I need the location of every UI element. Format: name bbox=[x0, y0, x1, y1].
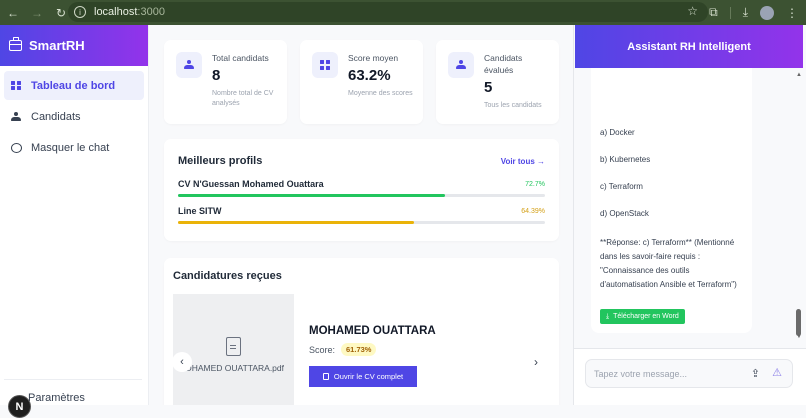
quiz-option: a) Docker bbox=[600, 128, 635, 137]
sidebar-item-candidates[interactable]: Candidats bbox=[4, 102, 144, 131]
cv-preview[interactable]: MOHAMED OUATTARA.pdf bbox=[173, 294, 294, 405]
person-icon bbox=[448, 52, 474, 78]
stat-sub: Tous les candidats bbox=[484, 102, 542, 109]
stat-label: Total candidats bbox=[212, 53, 269, 63]
download-word-button[interactable]: ⤓ Télécharger en Word bbox=[600, 309, 685, 324]
upload-icon[interactable]: ⇪ bbox=[750, 368, 760, 380]
menu-icon[interactable]: ⋮ bbox=[786, 5, 798, 20]
back-icon[interactable]: ← bbox=[7, 5, 19, 20]
open-cv-label: Ouvrir le CV complet bbox=[333, 372, 404, 381]
chat-input-area: Tapez votre message... ⇪ ⚠ bbox=[574, 348, 806, 405]
received-applications-card: Candidatures reçues MOHAMED OUATTARA.pdf… bbox=[164, 258, 559, 405]
document-icon bbox=[226, 337, 241, 356]
url-port: :3000 bbox=[137, 6, 165, 18]
address-bar[interactable]: i localhost:3000 ☆ bbox=[68, 2, 708, 22]
section-title: Candidatures reçues bbox=[173, 270, 282, 282]
profile-score: 64.39% bbox=[521, 207, 545, 215]
download-word-label: Télécharger en Word bbox=[613, 313, 679, 320]
dashboard-icon bbox=[312, 52, 338, 78]
info-icon[interactable]: i bbox=[74, 6, 86, 18]
extensions-icon[interactable]: ⧉ bbox=[709, 5, 718, 19]
warning-icon[interactable]: ⚠ bbox=[772, 367, 782, 379]
sidebar-item-label: Masquer le chat bbox=[31, 141, 110, 154]
reload-icon[interactable]: ↻ bbox=[55, 5, 67, 20]
stat-card-total: Total candidats 8 Nombre total de CV ana… bbox=[164, 40, 287, 124]
carousel-prev-button[interactable]: ‹ bbox=[172, 352, 192, 372]
quiz-option: b) Kubernetes bbox=[600, 155, 651, 164]
stat-label: Score moyen bbox=[348, 53, 399, 63]
browser-toolbar: ← → ↻ i localhost:3000 ☆ ⧉ ⤓ ⋮ bbox=[0, 0, 806, 25]
download-icon: ⤓ bbox=[606, 312, 610, 320]
stat-value: 63.2% bbox=[348, 67, 391, 84]
stat-label: Candidats évalués bbox=[484, 53, 523, 75]
scroll-thumb[interactable] bbox=[796, 309, 801, 336]
sidebar-divider bbox=[4, 379, 142, 380]
sidebar-item-dashboard[interactable]: Tableau de bord bbox=[4, 71, 144, 100]
score-badge: 61.73% bbox=[341, 343, 377, 356]
stat-sub: Nombre total de CV analysés bbox=[212, 90, 274, 107]
quiz-option: c) Terraform bbox=[600, 182, 643, 191]
quiz-option: d) OpenStack bbox=[600, 209, 649, 218]
profile-name: Line SITW bbox=[178, 206, 222, 216]
section-title: Meilleurs profils bbox=[178, 155, 263, 167]
see-all-link[interactable]: Voir tous → bbox=[500, 156, 545, 166]
stat-card-score: Score moyen 63.2% Moyenne des scores bbox=[300, 40, 423, 124]
chat-icon bbox=[10, 142, 22, 154]
chat-message: a) Docker b) Kubernetes c) Terraform d) … bbox=[591, 68, 752, 333]
dev-tools-badge[interactable]: N bbox=[8, 395, 31, 418]
brand-name: SmartRH bbox=[29, 38, 85, 53]
stat-card-evaluated: Candidats évalués 5 Tous les candidats bbox=[436, 40, 559, 124]
brand[interactable]: SmartRH bbox=[0, 25, 148, 66]
sidebar-item-label: Tableau de bord bbox=[31, 79, 116, 92]
sidebar-item-hide-chat[interactable]: Masquer le chat bbox=[4, 133, 144, 162]
stat-sub: Moyenne des scores bbox=[348, 90, 413, 97]
sidebar: SmartRH Tableau de bord Candidats Masque… bbox=[0, 25, 149, 418]
progress-bar bbox=[178, 194, 545, 197]
profile-row[interactable]: Line SITW 64.39% bbox=[178, 206, 545, 224]
profile-row[interactable]: CV N'Guessan Mohamed Ouattara 72.7% bbox=[178, 179, 545, 197]
sidebar-item-label: Candidats bbox=[31, 110, 81, 123]
toolbar-divider bbox=[729, 6, 731, 19]
dashboard-main: Total candidats 8 Nombre total de CV ana… bbox=[150, 25, 573, 405]
person-icon bbox=[176, 52, 202, 78]
settings-label: Paramètres bbox=[28, 392, 85, 404]
candidate-score: Score: 61.73% bbox=[309, 343, 377, 356]
cv-filename: MOHAMED OUATTARA.pdf bbox=[178, 363, 284, 373]
profile-avatar[interactable] bbox=[760, 5, 774, 20]
download-icon[interactable]: ⤓ bbox=[742, 5, 748, 19]
person-icon bbox=[10, 111, 22, 123]
score-label: Score: bbox=[309, 344, 336, 355]
candidate-name: MOHAMED OUATTARA bbox=[309, 325, 436, 337]
briefcase-icon bbox=[9, 37, 22, 51]
stat-value: 5 bbox=[484, 79, 493, 96]
chat-panel: Assistant RH Intelligent a) Docker b) Ku… bbox=[573, 25, 806, 405]
carousel-next-button[interactable]: › bbox=[534, 355, 538, 369]
scroll-down-icon[interactable]: ▼ bbox=[796, 334, 802, 340]
profile-score: 72.7% bbox=[525, 180, 545, 188]
chat-title: Assistant RH Intelligent bbox=[575, 25, 803, 68]
profile-name: CV N'Guessan Mohamed Ouattara bbox=[178, 179, 324, 189]
progress-bar bbox=[178, 221, 545, 224]
scroll-up-icon[interactable]: ▲ bbox=[796, 72, 802, 78]
quiz-answer: **Réponse: c) Terraform** (Mentionné dan… bbox=[600, 238, 737, 289]
file-icon bbox=[322, 373, 329, 380]
open-cv-button[interactable]: Ouvrir le CV complet bbox=[309, 366, 417, 387]
chat-scrollbar[interactable]: ▲ ▼ bbox=[795, 72, 803, 340]
stat-value: 8 bbox=[212, 67, 221, 84]
best-profiles-card: Meilleurs profils Voir tous → CV N'Guess… bbox=[164, 139, 559, 241]
chat-input-placeholder: Tapez votre message... bbox=[594, 368, 688, 379]
chat-input[interactable]: Tapez votre message... ⇪ ⚠ bbox=[585, 359, 793, 388]
stats-row: Total candidats 8 Nombre total de CV ana… bbox=[164, 40, 559, 124]
forward-icon[interactable]: → bbox=[31, 5, 43, 20]
dashboard-icon bbox=[10, 80, 22, 92]
star-icon[interactable]: ☆ bbox=[687, 4, 698, 18]
url-host: localhost bbox=[94, 6, 138, 18]
